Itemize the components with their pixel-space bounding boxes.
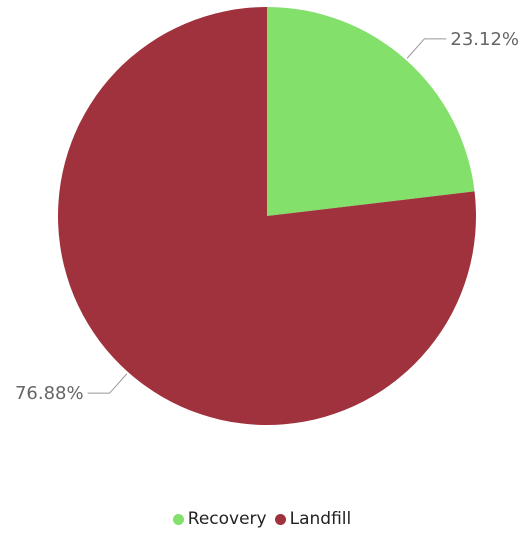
leader-line-recovery bbox=[406, 38, 447, 59]
pie-slice-landfill[interactable] bbox=[57, 7, 477, 425]
legend: Recovery Landfill bbox=[0, 509, 524, 529]
data-label-landfill: 76.88% bbox=[15, 383, 84, 404]
pie-slice-recovery[interactable] bbox=[267, 7, 475, 216]
leader-line-landfill bbox=[87, 373, 128, 394]
legend-label-landfill: Landfill bbox=[289, 509, 352, 529]
legend-item-landfill[interactable]: Landfill bbox=[274, 509, 352, 529]
data-label-recovery: 23.12% bbox=[450, 29, 519, 50]
legend-item-recovery[interactable]: Recovery bbox=[172, 509, 267, 529]
legend-marker-recovery bbox=[172, 513, 184, 525]
pie-chart: 23.12% 76.88% bbox=[15, 7, 519, 425]
legend-label-recovery: Recovery bbox=[187, 509, 267, 529]
legend-marker-landfill bbox=[274, 513, 286, 525]
